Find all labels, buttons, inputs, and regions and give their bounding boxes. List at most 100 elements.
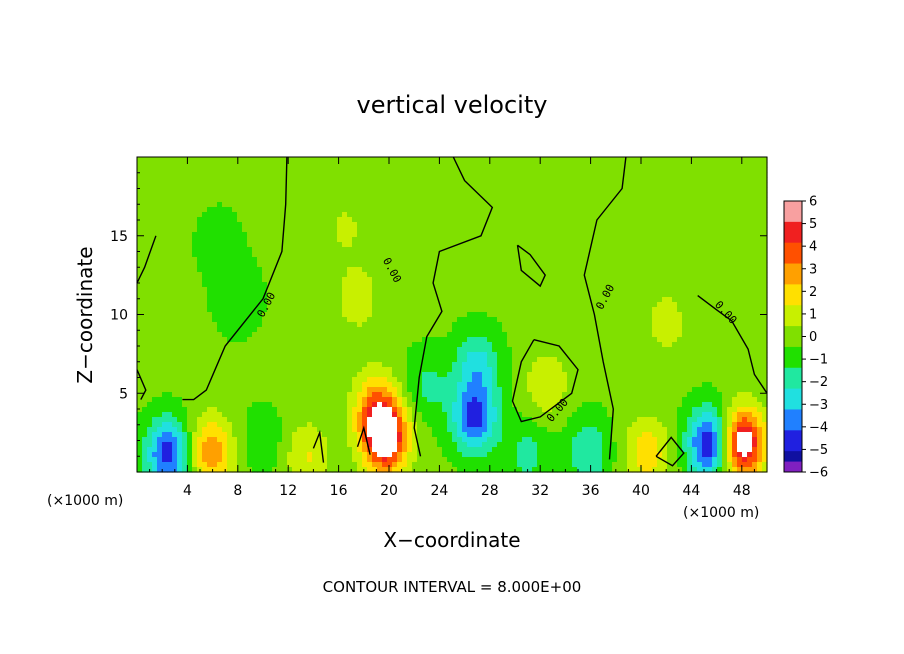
heatmap-cell (602, 222, 608, 228)
heatmap-cell (627, 232, 633, 238)
heatmap-cell (572, 232, 578, 238)
heatmap-cell (332, 267, 338, 273)
heatmap-cell (442, 212, 448, 218)
heatmap-cell (437, 282, 443, 288)
heatmap-cell (637, 182, 643, 188)
heatmap-cell (437, 212, 443, 218)
heatmap-cell (532, 297, 538, 303)
heatmap-cell (282, 307, 288, 313)
heatmap-cell (447, 162, 453, 168)
heatmap-cell (612, 317, 618, 323)
heatmap-cell (477, 207, 483, 213)
heatmap-cell (732, 267, 738, 273)
heatmap-cell (157, 172, 163, 178)
heatmap-cell (287, 217, 293, 223)
heatmap-cell (667, 262, 673, 268)
heatmap-cell (557, 252, 563, 258)
heatmap-cell (762, 157, 768, 163)
heatmap-cell (732, 187, 738, 193)
heatmap-cell (677, 192, 683, 198)
heatmap-cell (227, 267, 233, 273)
heatmap-cell (677, 332, 683, 338)
heatmap-cell (247, 172, 253, 178)
heatmap-cell (497, 172, 503, 178)
heatmap-cell (567, 187, 573, 193)
heatmap-cell (537, 172, 543, 178)
heatmap-cell (377, 177, 383, 183)
heatmap-cell (647, 272, 653, 278)
heatmap-cell (297, 272, 303, 278)
heatmap-cell (467, 317, 473, 323)
heatmap-cell (607, 272, 613, 278)
heatmap-cell (537, 227, 543, 233)
heatmap-cell (207, 292, 213, 298)
heatmap-cell (547, 217, 553, 223)
heatmap-cell (462, 307, 468, 313)
heatmap-cell (707, 227, 713, 233)
heatmap-cell (462, 207, 468, 213)
heatmap-cell (272, 222, 278, 228)
heatmap-cell (762, 217, 768, 223)
heatmap-cell (457, 232, 463, 238)
heatmap-cell (752, 212, 758, 218)
heatmap-cell (392, 322, 398, 328)
heatmap-cell (712, 267, 718, 273)
heatmap-cell (352, 247, 358, 253)
heatmap-cell (632, 272, 638, 278)
heatmap-cell (672, 252, 678, 258)
heatmap-cell (197, 307, 203, 313)
heatmap-cell (137, 247, 143, 253)
heatmap-cell (607, 247, 613, 253)
heatmap-cell (697, 232, 703, 238)
heatmap-cell (247, 322, 253, 328)
heatmap-cell (247, 337, 253, 343)
heatmap-cell (237, 327, 243, 333)
heatmap-cell (702, 282, 708, 288)
heatmap-cell (347, 202, 353, 208)
heatmap-cell (167, 282, 173, 288)
heatmap-cell (222, 192, 228, 198)
heatmap-cell (297, 307, 303, 313)
heatmap-cell (762, 342, 768, 348)
heatmap-cell (322, 317, 328, 323)
heatmap-cell (537, 337, 543, 343)
heatmap-cell (327, 277, 333, 283)
heatmap-cell (447, 262, 453, 268)
heatmap-cell (302, 267, 308, 273)
heatmap-cell (232, 187, 238, 193)
heatmap-cell (437, 327, 443, 333)
heatmap-cell (212, 292, 218, 298)
heatmap-cell (672, 347, 678, 353)
heatmap-cell (582, 162, 588, 168)
heatmap-cell (152, 352, 158, 358)
heatmap-cell (377, 262, 383, 268)
heatmap-cell (502, 347, 508, 353)
heatmap-cell (507, 222, 513, 228)
heatmap-cell (367, 177, 373, 183)
heatmap-cell (627, 187, 633, 193)
heatmap-cell (422, 267, 428, 273)
heatmap-cell (487, 167, 493, 173)
heatmap-cell (402, 342, 408, 348)
heatmap-cell (517, 337, 523, 343)
heatmap-cell (467, 302, 473, 308)
heatmap-cell (547, 232, 553, 238)
heatmap-cell (192, 192, 198, 198)
heatmap-cell (407, 172, 413, 178)
heatmap-cell (492, 157, 498, 163)
heatmap-cell (387, 267, 393, 273)
heatmap-cell (257, 282, 263, 288)
heatmap-cell (497, 267, 503, 273)
heatmap-cell (692, 232, 698, 238)
heatmap-cell (607, 312, 613, 318)
heatmap-cell (142, 167, 148, 173)
heatmap-cell (507, 167, 513, 173)
heatmap-cell (152, 227, 158, 233)
heatmap-cell (652, 257, 658, 263)
heatmap-cell (522, 262, 528, 268)
heatmap-cell (202, 297, 208, 303)
heatmap-cell (477, 222, 483, 228)
heatmap-cell (532, 252, 538, 258)
heatmap-cell (702, 192, 708, 198)
heatmap-cell (727, 252, 733, 258)
